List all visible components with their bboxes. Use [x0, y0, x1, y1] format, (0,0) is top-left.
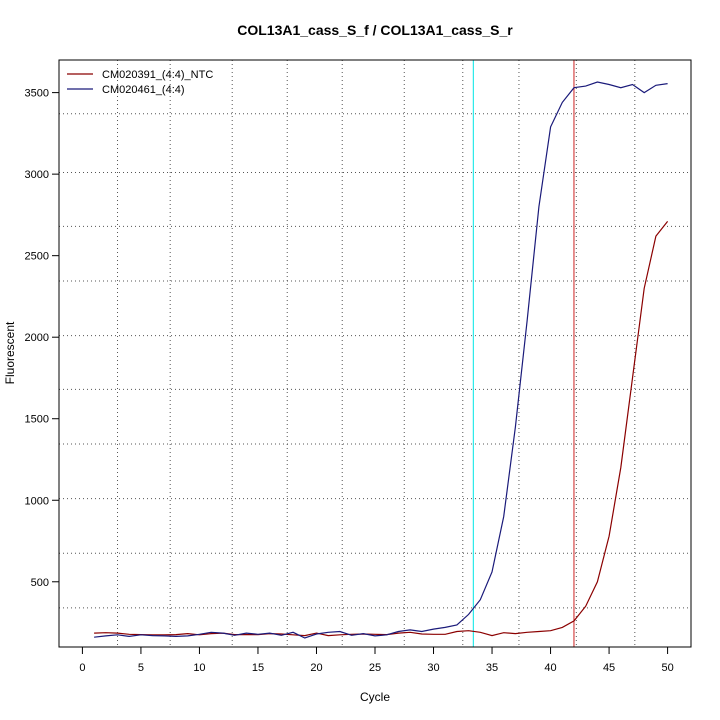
x-tick-label: 35 [486, 662, 498, 674]
y-tick-label: 3500 [25, 88, 49, 100]
y-tick-label: 500 [31, 577, 49, 589]
y-tick-label: 1000 [25, 495, 49, 507]
x-tick-label: 10 [193, 662, 205, 674]
y-tick-label: 3000 [25, 169, 49, 181]
x-tick-label: 25 [369, 662, 381, 674]
legend: CM020391_(4:4)_NTC CM020461_(4:4) [67, 69, 213, 96]
threshold-lines [472, 60, 575, 647]
y-tick-label: 1500 [25, 414, 49, 426]
x-tick-label: 30 [427, 662, 439, 674]
y-axis: 500 1000 1500 2000 2500 3000 3500 [25, 88, 60, 589]
x-axis: 0 5 10 15 20 25 30 35 40 45 50 [79, 646, 674, 674]
x-tick-label: 20 [310, 662, 322, 674]
x-tick-label: 5 [138, 662, 144, 674]
legend-label: CM020391_(4:4)_NTC [102, 69, 213, 81]
y-tick-label: 2500 [25, 251, 49, 263]
x-axis-label: Cycle [360, 690, 390, 704]
y-axis-label: Fluorescent [3, 321, 17, 384]
legend-label: CM020461_(4:4) [102, 84, 185, 96]
x-tick-label: 0 [79, 662, 85, 674]
x-tick-label: 45 [603, 662, 615, 674]
series-lines [94, 81, 669, 639]
y-tick-label: 2000 [25, 332, 49, 344]
grid-lines [59, 60, 691, 647]
x-tick-label: 15 [252, 662, 264, 674]
series-line-1 [94, 221, 669, 637]
x-tick-label: 40 [544, 662, 556, 674]
chart-title: COL13A1_cass_S_f / COL13A1_cass_S_r [237, 22, 513, 38]
series-line-2 [94, 81, 668, 639]
x-tick-label: 50 [661, 662, 673, 674]
